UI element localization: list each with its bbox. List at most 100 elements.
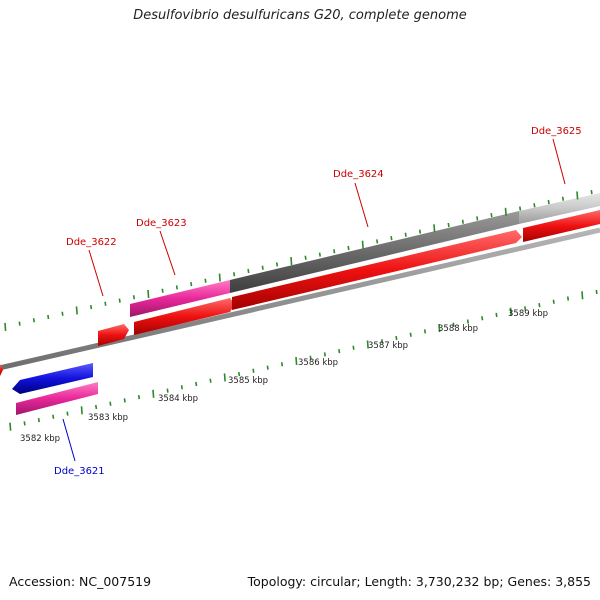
upper-tick (104, 301, 107, 306)
lower-tick (581, 291, 584, 300)
leader-line-dde-3621 (62, 418, 76, 462)
upper-tick (433, 224, 436, 233)
kbp-label: 3586 kbp (298, 358, 338, 368)
lower-tick (80, 406, 83, 415)
lower-tick (352, 345, 355, 350)
upper-tick (161, 288, 164, 293)
lower-tick (52, 414, 55, 419)
lower-tick (495, 312, 498, 318)
upper-tick (347, 245, 350, 251)
gene-arrow-partial-left[interactable] (0, 364, 3, 376)
upper-tick (75, 306, 78, 315)
gene-arrow-blue-reverse[interactable] (12, 363, 93, 394)
upper-tick (333, 249, 336, 254)
upper-tick (590, 189, 593, 195)
kbp-label: 3587 kbp (368, 341, 408, 351)
lower-tick (9, 422, 12, 431)
gene-arrow-dde-3624-cds[interactable] (232, 230, 522, 310)
upper-tick (275, 262, 279, 267)
upper-tick (233, 272, 236, 277)
lower-tick (66, 411, 69, 416)
lower-tick (552, 299, 555, 304)
upper-tick (576, 191, 579, 200)
lower-tick (595, 289, 598, 295)
genome-backbone (0, 227, 600, 371)
accession-text: Accession: NC_007519 (9, 574, 152, 589)
lower-tick (409, 332, 412, 337)
upper-tick (461, 219, 464, 224)
lower-tick (166, 388, 169, 393)
kbp-label: 3585 kbp (228, 376, 268, 386)
lower-tick (180, 385, 183, 390)
upper-tick (318, 252, 321, 257)
lower-tick (566, 296, 570, 301)
upper-tick (547, 199, 550, 205)
lower-tick (252, 368, 255, 373)
gene-label-dde-3625[interactable]: Dde_3625 (531, 126, 582, 137)
lower-tick (481, 316, 484, 321)
gene-label-dde-3624[interactable]: Dde_3624 (333, 169, 384, 180)
upper-tick (261, 265, 264, 270)
lower-tick (395, 335, 398, 341)
gene-label-dde-3621[interactable]: Dde_3621 (54, 466, 105, 477)
upper-tick (61, 311, 64, 316)
upper-tick (504, 207, 507, 216)
lower-tick (338, 348, 341, 354)
lower-tick (152, 389, 155, 398)
tick-marks (4, 189, 598, 431)
kbp-label: 3588 kbp (438, 324, 478, 334)
leader-line-dde-3624 (354, 182, 369, 228)
leader-line-dde-3625 (552, 138, 566, 185)
upper-tick (390, 235, 393, 241)
lower-tick (280, 362, 284, 367)
kbp-label: 3589 kbp (508, 309, 548, 319)
map-labels: 3582 kbp 3583 kbp 3584 kbp 3585 kbp 3586 kbp… (20, 126, 582, 477)
lower-tick (37, 417, 40, 423)
lower-tick (295, 356, 298, 366)
lower-tick (366, 340, 369, 349)
lower-tick (524, 306, 527, 311)
lower-tick (223, 373, 226, 382)
upper-tick (376, 239, 379, 244)
lower-tick (381, 339, 384, 344)
lower-tick (323, 352, 326, 357)
upper-tick (190, 281, 193, 287)
leader-line-dde-3622 (88, 249, 104, 297)
gene-arrow-dde-3623[interactable] (130, 280, 230, 317)
upper-tick (418, 229, 422, 234)
lower-tick (452, 322, 455, 327)
lower-tick (423, 329, 427, 334)
upper-tick (90, 304, 93, 310)
lower-tick (109, 401, 112, 406)
gene-arrow-dde-3625[interactable] (519, 193, 600, 224)
gene-label-dde-3623[interactable]: Dde_3623 (136, 218, 187, 229)
gene-arrow-dde-3624[interactable] (230, 211, 519, 293)
upper-tick (404, 232, 407, 237)
lower-tick (195, 381, 198, 387)
upper-tick (490, 212, 493, 218)
upper-tick (304, 255, 307, 260)
gene-arrow-dde-3623-cds[interactable] (134, 298, 235, 335)
upper-tick (290, 257, 293, 266)
upper-tick (247, 268, 250, 274)
upper-tick (218, 273, 221, 282)
map-title: Desulfovibrio desulfuricans G20, complet… (133, 8, 467, 23)
lower-tick (137, 394, 141, 400)
upper-tick (132, 295, 136, 300)
gene-arrow-dde-3622[interactable] (98, 324, 129, 346)
upper-tick (4, 322, 7, 331)
lower-tick (95, 404, 98, 410)
gene-label-dde-3622[interactable]: Dde_3622 (66, 237, 117, 248)
upper-tick (361, 240, 364, 249)
gene-arrow-dde-3625-cds[interactable] (523, 210, 600, 242)
lower-tick (466, 319, 469, 324)
upper-tick (18, 321, 21, 326)
lower-tick (238, 371, 241, 377)
upper-tick (476, 216, 479, 221)
gene-arrow-dde-3621[interactable] (16, 382, 98, 415)
kbp-label: 3582 kbp (20, 434, 60, 444)
lower-tick (509, 307, 512, 316)
upper-tick (204, 278, 207, 283)
upper-tick (519, 206, 522, 211)
